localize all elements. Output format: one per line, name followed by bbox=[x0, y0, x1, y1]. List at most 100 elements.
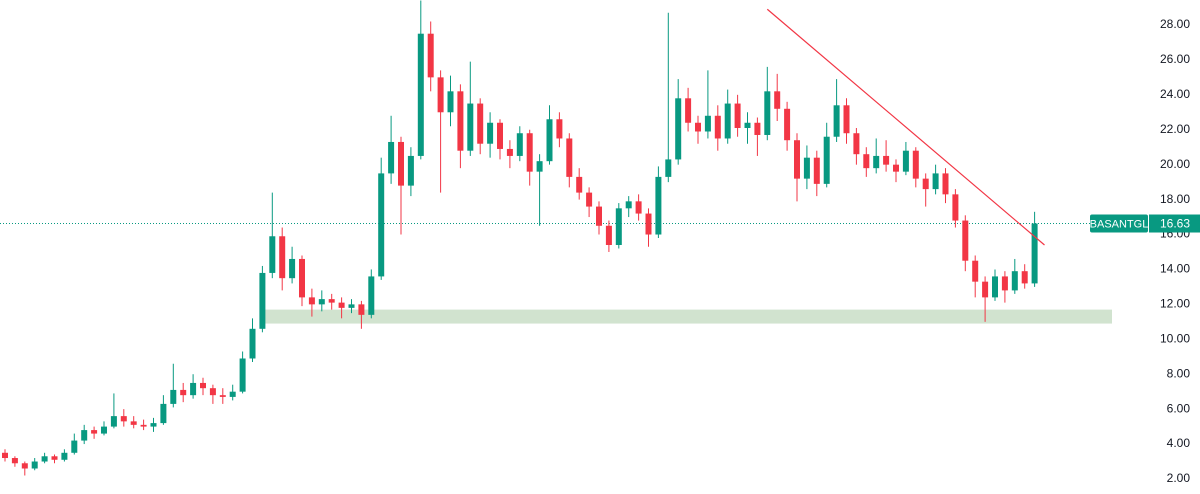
candle-body bbox=[130, 421, 137, 425]
candle-body bbox=[11, 458, 18, 464]
candle-body bbox=[497, 122, 503, 149]
candle-body bbox=[704, 115, 711, 132]
candle-body bbox=[803, 157, 810, 179]
candle-body bbox=[566, 138, 573, 177]
candle-body bbox=[229, 391, 236, 397]
symbol-label: BASANTGL bbox=[1090, 218, 1149, 230]
candle-body bbox=[160, 403, 167, 424]
candle-body bbox=[91, 430, 98, 434]
candle-body bbox=[101, 426, 107, 434]
candle-body bbox=[209, 388, 216, 396]
candle-body bbox=[714, 115, 721, 139]
candle-body bbox=[932, 173, 939, 190]
candle-body bbox=[625, 201, 632, 209]
candle-body bbox=[338, 302, 345, 308]
candle-body bbox=[457, 91, 464, 151]
y-tick-label: 10.00 bbox=[1160, 331, 1190, 345]
candle-body bbox=[427, 33, 434, 78]
candle-body bbox=[526, 133, 533, 172]
candle-body bbox=[328, 299, 335, 303]
candle-body bbox=[477, 103, 484, 144]
candle-body bbox=[774, 91, 781, 109]
candle-body bbox=[962, 220, 969, 261]
candle-body bbox=[150, 423, 157, 427]
candle-body bbox=[695, 122, 701, 132]
candle-body bbox=[546, 119, 553, 162]
candle-body bbox=[259, 272, 266, 329]
candle-body bbox=[605, 225, 612, 245]
candle-body bbox=[81, 430, 88, 441]
candle-body bbox=[388, 141, 395, 174]
candle-body bbox=[576, 176, 583, 193]
candle-body bbox=[308, 297, 315, 305]
candle-body bbox=[734, 103, 741, 128]
candle-body bbox=[744, 122, 751, 128]
candle-body bbox=[843, 105, 850, 134]
last-price-label: 16.63 bbox=[1160, 217, 1190, 231]
candle-body bbox=[754, 122, 761, 135]
candle-body bbox=[358, 304, 365, 315]
candle-body bbox=[1021, 271, 1028, 284]
candle-body bbox=[269, 236, 276, 273]
candle-body bbox=[31, 461, 38, 469]
candle-body bbox=[219, 395, 226, 397]
candle-body bbox=[902, 150, 909, 172]
candle-body bbox=[655, 176, 662, 235]
candle-body bbox=[190, 382, 197, 396]
candle-body bbox=[407, 155, 414, 186]
candle-body bbox=[1001, 276, 1008, 291]
candle-body bbox=[348, 304, 355, 308]
candle-body bbox=[417, 33, 424, 156]
candle-body bbox=[724, 103, 731, 139]
candle-body bbox=[972, 260, 979, 282]
candle-body bbox=[516, 133, 523, 156]
candle-body bbox=[51, 456, 58, 460]
y-tick-label: 26.00 bbox=[1160, 52, 1190, 66]
candle-body bbox=[299, 258, 305, 298]
candle-body bbox=[71, 440, 78, 453]
y-tick-label: 22.00 bbox=[1160, 122, 1190, 136]
candle-body bbox=[61, 452, 68, 460]
candle-body bbox=[556, 119, 563, 139]
candle-body bbox=[853, 133, 860, 155]
candle-body bbox=[398, 141, 404, 186]
y-tick-label: 12.00 bbox=[1160, 297, 1190, 311]
candle-body bbox=[1011, 271, 1018, 291]
support-zone bbox=[262, 309, 1112, 324]
y-tick-label: 20.00 bbox=[1160, 157, 1190, 171]
candle-body bbox=[992, 276, 998, 298]
candle-body bbox=[1031, 223, 1038, 284]
candle-body bbox=[318, 299, 325, 305]
candle-body bbox=[239, 358, 246, 392]
candle-body bbox=[833, 105, 840, 137]
candle-body bbox=[912, 150, 919, 179]
candle-body bbox=[794, 140, 800, 179]
candle-body bbox=[41, 456, 48, 462]
candle-body bbox=[813, 157, 820, 184]
candle-body bbox=[922, 178, 929, 190]
candle-body bbox=[586, 192, 593, 207]
candle-body bbox=[883, 155, 890, 165]
trendline bbox=[766, 8, 1045, 246]
candle-body bbox=[784, 108, 791, 141]
y-tick-label: 8.00 bbox=[1167, 366, 1191, 380]
candle-body bbox=[21, 463, 28, 469]
candle-body bbox=[140, 424, 147, 427]
candle-body bbox=[180, 389, 187, 396]
candle-body bbox=[2, 452, 8, 459]
candle-body bbox=[447, 91, 454, 113]
candle-body bbox=[279, 236, 286, 279]
candle-body bbox=[120, 416, 127, 422]
y-tick-label: 4.00 bbox=[1167, 436, 1191, 450]
candle-body bbox=[487, 122, 494, 144]
candle-body bbox=[685, 98, 692, 123]
candle-body bbox=[368, 276, 375, 315]
candle-body bbox=[378, 173, 385, 277]
candle-body bbox=[942, 173, 949, 195]
y-tick-label: 6.00 bbox=[1167, 401, 1191, 415]
candle-body bbox=[764, 91, 771, 135]
candle-body bbox=[615, 208, 622, 245]
candle-body bbox=[863, 154, 870, 169]
candle-body bbox=[873, 155, 880, 169]
